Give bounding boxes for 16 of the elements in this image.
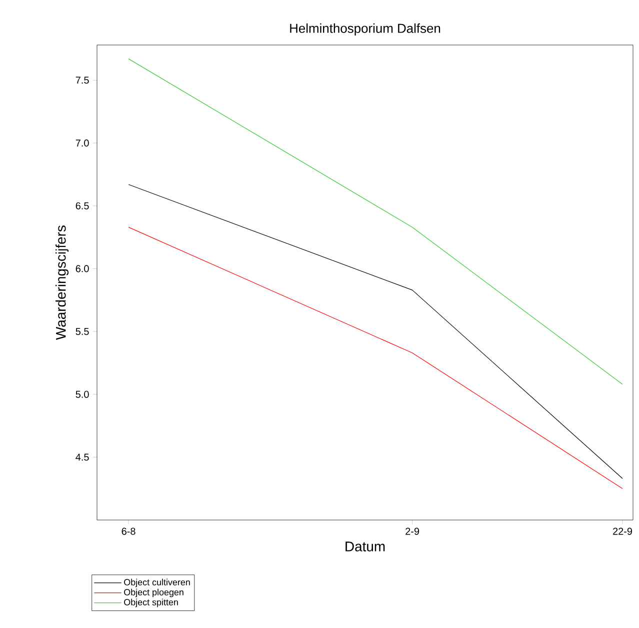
y-tick-label: 5.0 xyxy=(76,390,89,398)
y-axis-title: Waarderingscijfers xyxy=(56,226,69,340)
legend-label: Object cultiveren xyxy=(124,578,190,588)
x-axis-title: Datum xyxy=(346,542,385,552)
y-tick-label: 6.0 xyxy=(76,265,89,272)
x-tick-label: 22-9 xyxy=(613,528,632,535)
x-tick-label: 6-8 xyxy=(122,528,136,535)
y-tick-label: 4.5 xyxy=(76,454,89,461)
legend-label: Object ploegen xyxy=(124,588,184,598)
legend-label: Object spitten xyxy=(124,598,178,608)
x-tick-label: 2-9 xyxy=(406,528,420,535)
y-tick-label: 6.5 xyxy=(76,202,89,210)
y-tick-label: 5.5 xyxy=(76,328,89,335)
chart-title: Helminthosporium Dalfsen xyxy=(290,23,440,36)
y-tick-label: 7.5 xyxy=(76,76,89,84)
y-tick-label: 7.0 xyxy=(76,139,89,147)
